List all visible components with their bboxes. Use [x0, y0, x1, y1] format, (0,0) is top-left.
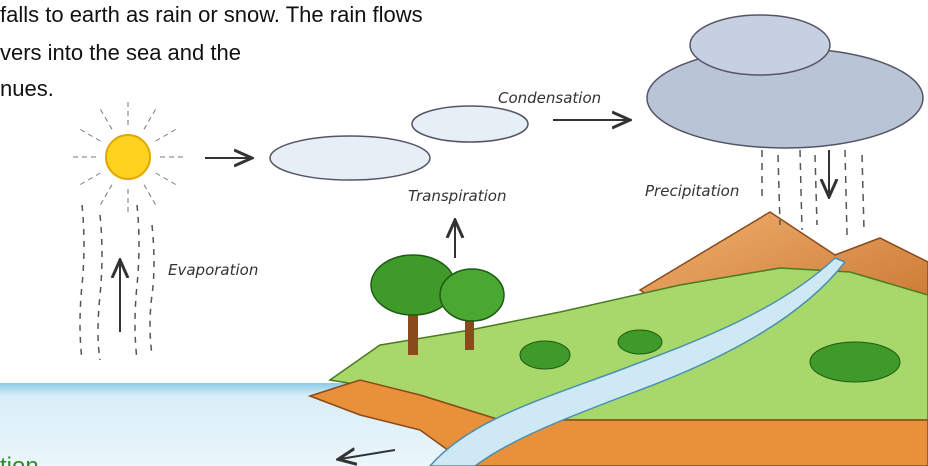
label: Precipitation	[645, 182, 739, 200]
trees	[520, 341, 570, 369]
trees	[810, 342, 900, 382]
sun	[99, 185, 112, 208]
evaporation-lines	[80, 205, 154, 360]
sun	[144, 107, 157, 130]
trees	[440, 269, 504, 321]
sun	[78, 128, 101, 141]
evaporation-lines	[135, 205, 139, 360]
sun	[144, 185, 157, 208]
paragraph-line: nues.	[0, 76, 54, 101]
sun	[78, 173, 101, 186]
evaporation-lines	[80, 205, 84, 360]
rain	[778, 155, 780, 225]
rain	[862, 155, 864, 230]
sun	[156, 173, 179, 186]
rain	[845, 150, 847, 235]
sun	[70, 99, 186, 215]
sun	[99, 107, 112, 130]
clouds	[270, 136, 430, 180]
clouds	[690, 15, 830, 75]
evaporation-lines	[98, 215, 102, 360]
rain	[815, 155, 817, 225]
sun	[156, 128, 179, 141]
paragraph: falls to earth as rain or snow. The rain…	[0, 2, 423, 101]
trees	[618, 330, 662, 354]
paragraph-line: vers into the sea and the	[0, 40, 241, 65]
page: falls to earth as rain or snow. The rain…	[0, 0, 928, 466]
sun	[106, 135, 150, 179]
water-cycle: falls to earth as rain or snow. The rain…	[0, 0, 928, 466]
evaporation-lines	[150, 225, 154, 355]
paragraph-line: falls to earth as rain or snow. The rain…	[0, 2, 423, 27]
label: Transpiration	[408, 187, 506, 205]
label: Condensation	[498, 89, 601, 107]
clouds	[412, 106, 528, 142]
caption: tion	[0, 453, 39, 466]
label: Evaporation	[168, 261, 258, 279]
rain	[800, 150, 802, 230]
